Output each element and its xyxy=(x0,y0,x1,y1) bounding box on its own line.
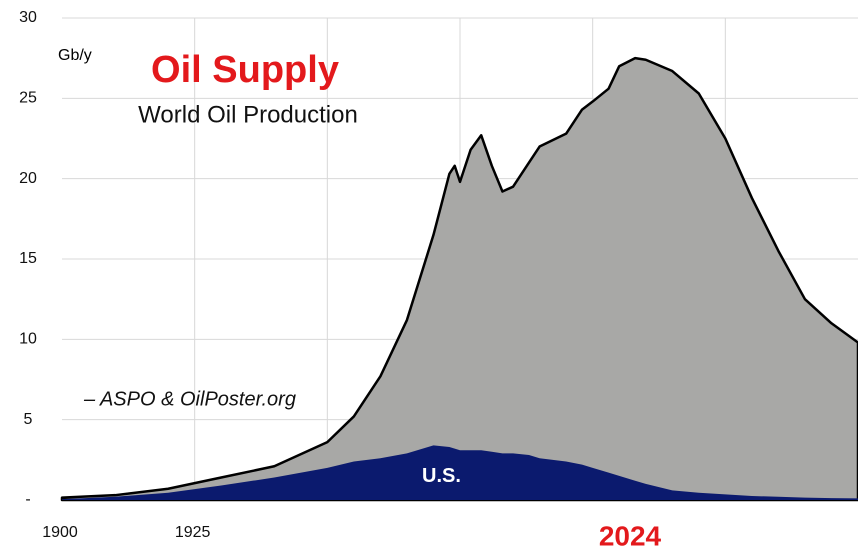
chart-title: Oil Supply xyxy=(151,49,339,91)
y-unit: Gb/y xyxy=(58,47,92,64)
page: {"chart_data": {"type": "area", "title":… xyxy=(0,0,858,550)
y-tick-label: 10 xyxy=(19,331,37,348)
chart: - 5 10 15 20 25 30 1900 1925 U.S. Gb/y Oil Supply… xyxy=(0,0,858,550)
year-highlight: 2024 xyxy=(599,520,662,550)
x-tick-label: 1925 xyxy=(175,524,211,541)
source-annotation: – ASPO & OilPoster.org xyxy=(83,388,296,410)
y-tick-label: 15 xyxy=(19,250,37,267)
chart-subtitle: World Oil Production xyxy=(138,101,358,128)
y-tick-label: - xyxy=(25,491,30,508)
y-tick-label: 5 xyxy=(24,411,33,428)
y-tick-label: 20 xyxy=(19,170,37,187)
y-tick-label: 30 xyxy=(19,9,37,26)
series-label: U.S. xyxy=(422,465,461,487)
y-tick-label: 25 xyxy=(19,90,37,107)
x-tick-label: 1900 xyxy=(42,524,78,541)
